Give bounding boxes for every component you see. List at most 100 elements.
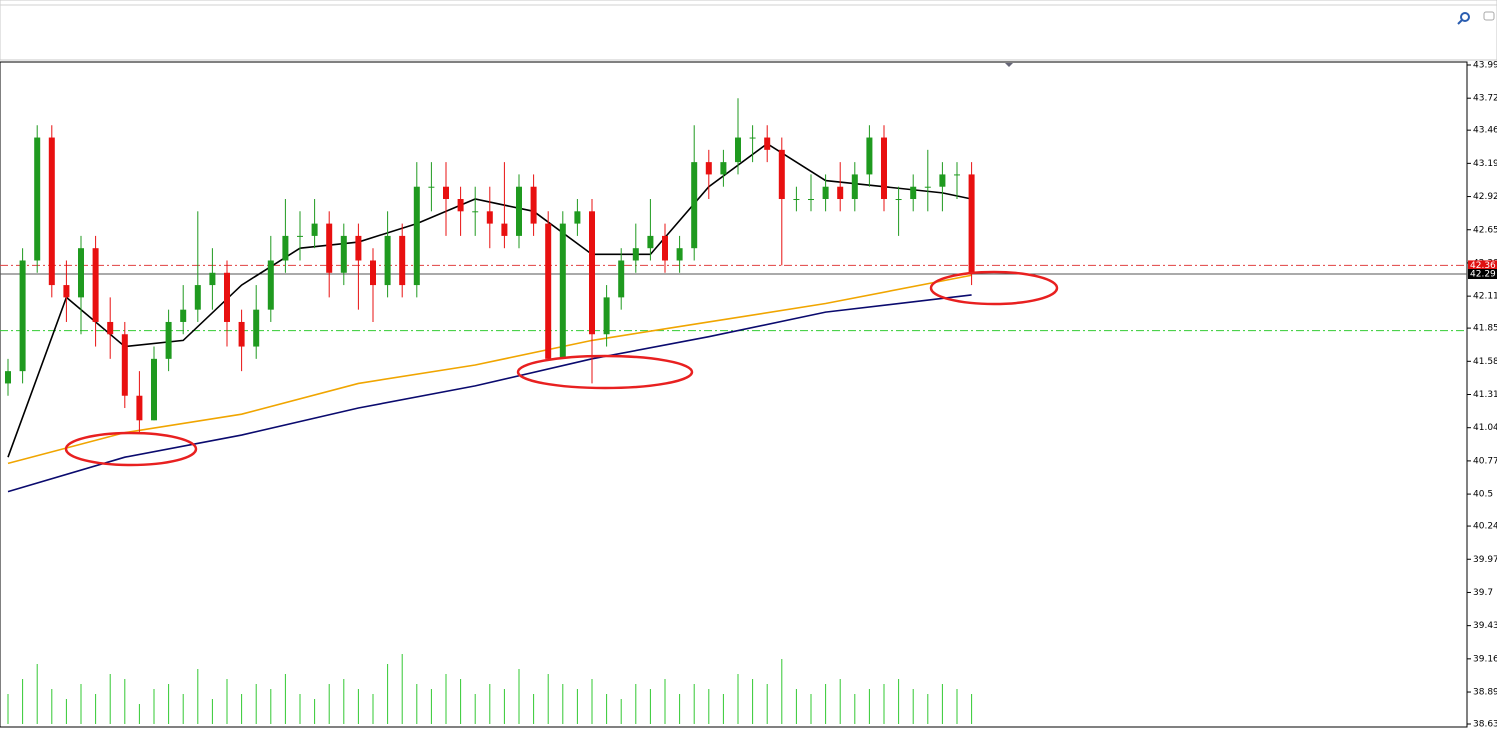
highlight-ellipse — [64, 431, 198, 467]
candle-body — [793, 199, 800, 201]
moving-average — [7, 274, 972, 465]
candle-body — [516, 186, 522, 236]
candle-body — [267, 260, 274, 310]
candle-body — [457, 199, 464, 212]
candle-body — [705, 162, 712, 175]
candle-body — [34, 137, 41, 261]
candle-body — [238, 321, 245, 347]
price-label: 42.29 — [1470, 270, 1496, 280]
y-tick-label: 42.11 — [1473, 292, 1497, 302]
candle-body — [5, 371, 11, 384]
y-tick-label: 41.31 — [1473, 390, 1497, 400]
candle-body — [19, 260, 26, 372]
candle-body — [545, 223, 552, 359]
y-tick-label: 39.97 — [1473, 555, 1497, 565]
price-label-box — [1468, 269, 1497, 280]
candle-body — [939, 174, 946, 187]
candle-body — [413, 186, 420, 286]
candle-body — [822, 186, 829, 200]
plot — [0, 98, 1467, 724]
candle-body — [574, 211, 581, 224]
y-tick-label: 42.65 — [1473, 225, 1497, 235]
highlight-ellipse — [929, 270, 1059, 306]
candle-body — [589, 211, 595, 335]
candle-body — [180, 309, 187, 322]
candle-body — [48, 137, 55, 286]
candle-body — [92, 248, 99, 322]
price-label-box — [1468, 260, 1497, 271]
candle-body — [603, 297, 610, 335]
candle-body — [121, 334, 128, 396]
y-tick-label: 41.04 — [1473, 423, 1497, 433]
candle-body — [78, 248, 84, 298]
candle-body — [209, 272, 216, 286]
y-tick-label: 39.16 — [1473, 654, 1497, 664]
candle-body — [253, 309, 260, 347]
candle-body — [355, 235, 362, 261]
candle-body — [866, 137, 873, 175]
candle-body — [501, 223, 508, 236]
candle-body — [297, 235, 303, 237]
y-tick-label: 40.5 — [1473, 490, 1493, 500]
y-tick-label: 43.72 — [1473, 94, 1497, 104]
moving-average — [7, 294, 972, 493]
candle-body — [618, 260, 625, 298]
y-tick-label: 42.92 — [1473, 192, 1497, 202]
candle-body — [136, 395, 143, 421]
candle-body — [968, 174, 975, 273]
candle-body — [632, 248, 639, 261]
candle-body — [486, 211, 493, 224]
candle-body — [384, 235, 391, 286]
candle-body — [924, 186, 931, 188]
candle-body — [530, 186, 537, 224]
candle-body — [107, 321, 114, 335]
candle-body — [720, 162, 727, 175]
price-label: 42.36 — [1470, 261, 1496, 271]
candle-body — [778, 149, 785, 200]
y-tick-label: 43.99 — [1473, 61, 1497, 71]
y-tick-label: 38.89 — [1473, 688, 1497, 698]
candle-body — [808, 199, 814, 201]
candle-body — [472, 211, 479, 213]
search-icon-handle — [1457, 19, 1463, 25]
y-tick-label: 41.85 — [1473, 324, 1497, 334]
highlight-ellipse — [516, 354, 694, 390]
y-tick-label: 41.58 — [1473, 357, 1497, 367]
candle-body — [326, 223, 333, 273]
search-icon[interactable] — [1460, 12, 1470, 22]
plot-frame — [0, 61, 1468, 728]
candle-body — [910, 186, 917, 200]
y-tick-label: 38.63 — [1473, 720, 1497, 730]
candle-body — [165, 321, 172, 359]
candle-body — [662, 235, 668, 261]
candle-body — [676, 248, 683, 261]
candle-body — [735, 137, 741, 163]
candle-body — [749, 137, 756, 139]
shift-marker — [1005, 63, 1013, 67]
candle-body — [311, 223, 318, 236]
candle-body — [370, 260, 376, 286]
candle-body — [851, 174, 858, 200]
y-tick-label: 39.7 — [1473, 588, 1493, 598]
y-tick-label: 40.77 — [1473, 456, 1497, 466]
y-tick-label: 40.24 — [1473, 522, 1497, 532]
candle-body — [340, 235, 347, 273]
candle-body — [647, 235, 654, 249]
candle-body — [691, 162, 698, 249]
candle-body — [428, 186, 435, 188]
candle-body — [399, 235, 406, 286]
chat-icon[interactable] — [1483, 11, 1495, 21]
y-tick-label: 39.43 — [1473, 621, 1497, 631]
candle-body — [559, 223, 566, 359]
y-tick-label: 43.46 — [1473, 126, 1497, 136]
candle-body — [282, 235, 289, 261]
candle-body — [151, 358, 157, 421]
candle-body — [194, 285, 201, 310]
candle-body — [837, 186, 844, 200]
y-tick-label: 43.19 — [1473, 159, 1497, 169]
candle-body — [63, 285, 70, 298]
candle-body — [443, 186, 449, 200]
candle-body — [881, 137, 887, 200]
